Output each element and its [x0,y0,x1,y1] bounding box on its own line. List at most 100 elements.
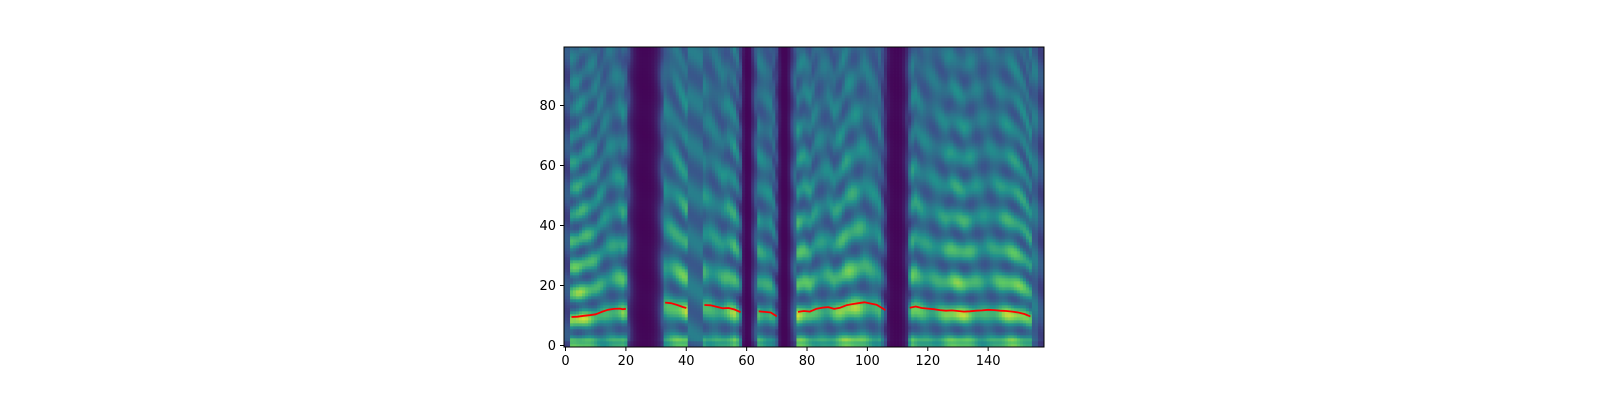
heatmap-cell [591,182,595,186]
heatmap-cell [627,308,631,312]
heatmap-cell [666,167,671,171]
heatmap-cell [642,125,646,129]
heatmap-cell [612,332,616,336]
heatmap-cell [687,257,692,261]
heatmap-cell [654,119,658,123]
heatmap-cell [690,203,695,207]
heatmap-cell [687,203,692,207]
heatmap-cell [696,95,701,99]
heatmap-cell [633,260,637,264]
heatmap-cell [606,284,610,288]
heatmap-cell [579,155,583,159]
heatmap-cell [627,149,631,153]
heatmap-cell [705,152,710,156]
heatmap-cell [678,245,683,249]
heatmap-cell [594,224,598,228]
heatmap-cell [687,95,692,99]
heatmap-cell [621,143,625,147]
heatmap-cell [684,239,689,243]
heatmap-cell [666,77,671,81]
heatmap-cell [672,98,677,102]
heatmap-cell [699,224,704,228]
heatmap-cell [687,62,692,66]
heatmap-cell [633,131,637,135]
heatmap-cell [642,83,646,87]
heatmap-cell [591,221,595,225]
heatmap-cell [594,71,598,75]
heatmap-cell [642,107,646,111]
heatmap-cell [651,269,655,273]
heatmap-cell [591,233,595,237]
heatmap-cell [585,140,589,144]
heatmap-cell [609,116,613,120]
heatmap-cell [663,113,667,117]
heatmap-cell [597,176,601,180]
heatmap-cell [651,188,655,192]
heatmap-cell [642,242,646,246]
heatmap-cell [696,338,701,342]
heatmap-cell [564,227,568,231]
heatmap-cell [618,143,622,147]
heatmap-cell [690,281,695,285]
heatmap-cell [669,218,674,222]
heatmap-cell [585,197,589,201]
heatmap-cell [579,125,583,129]
heatmap-cell [687,248,692,252]
heatmap-cell [696,272,701,276]
heatmap-cell [597,329,601,333]
heatmap-cell [678,293,683,297]
heatmap-cell [684,53,689,57]
heatmap-cell [675,149,680,153]
heatmap-cell [639,251,643,255]
heatmap-cell [585,287,589,291]
heatmap-cell [660,68,664,72]
heatmap-cell [708,314,713,318]
heatmap-cell [705,335,710,339]
heatmap-cell [711,320,716,324]
heatmap-cell [693,149,698,153]
heatmap-cell [708,98,713,102]
heatmap-cell [708,71,713,75]
heatmap-cell [627,242,631,246]
heatmap-cell [648,89,652,93]
heatmap-cell [609,239,613,243]
heatmap-cell [672,137,677,141]
heatmap-cell [570,260,574,264]
heatmap-cell [576,125,580,129]
heatmap-cell [687,287,692,291]
heatmap-cell [633,152,637,156]
heatmap-cell [645,230,649,234]
heatmap-cell [666,191,671,195]
heatmap-cell [633,251,637,255]
heatmap-cell [708,149,713,153]
heatmap-cell [576,233,580,237]
heatmap-cell [648,290,652,294]
heatmap-cell [663,86,667,90]
heatmap-cell [597,269,601,273]
heatmap-cell [687,155,692,159]
heatmap-cell [579,263,583,267]
heatmap-cell [615,86,619,90]
heatmap-cell [672,131,677,135]
heatmap-cell [591,296,595,300]
heatmap-cell [618,191,622,195]
heatmap-cell [627,284,631,288]
heatmap-cell [633,62,637,66]
heatmap-cell [693,314,698,318]
heatmap-cell [633,320,637,324]
heatmap-cell [660,140,664,144]
heatmap-cell [615,146,619,150]
heatmap-cell [597,293,601,297]
heatmap-cell [708,206,713,210]
heatmap-cell [642,89,646,93]
heatmap-cell [699,119,704,123]
heatmap-cell [651,239,655,243]
heatmap-cell [579,89,583,93]
heatmap-cell [699,290,704,294]
heatmap-cell [597,62,601,66]
heatmap-cell [633,302,637,306]
heatmap-cell [684,65,689,69]
heatmap-cell [645,326,649,330]
heatmap-cell [606,305,610,309]
heatmap-cell [630,242,634,246]
